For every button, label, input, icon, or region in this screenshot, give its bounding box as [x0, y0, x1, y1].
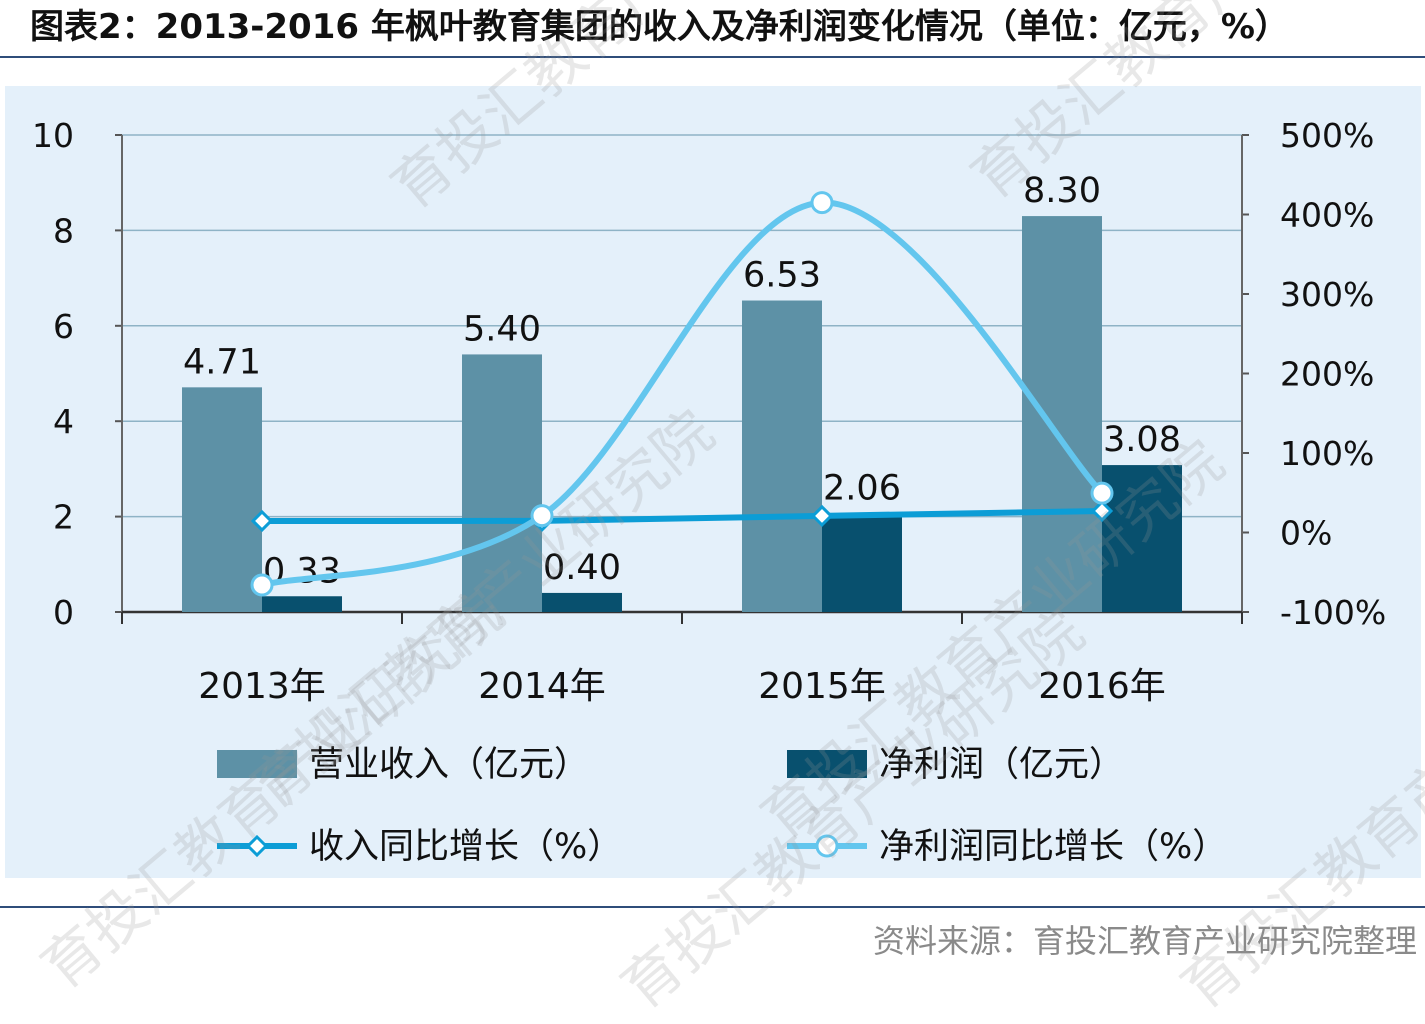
data-label: 2.06: [823, 469, 901, 509]
bar: [822, 513, 902, 612]
y2-tick-label: -100%: [1280, 593, 1386, 632]
y-tick-label: 10: [32, 116, 74, 155]
y2-tick-label: 500%: [1280, 116, 1374, 155]
x-tick-label: 2013年: [198, 666, 326, 707]
line-point: [1090, 499, 1114, 523]
y2-tick-label: 300%: [1280, 275, 1374, 314]
bar: [1022, 216, 1102, 612]
y-tick-label: 4: [53, 402, 74, 441]
legend-marker: [815, 834, 839, 858]
chart-panel: 0 2 4 6 8 10 -100% 0% 100% 200% 300% 400% 500% 2013年 2…: [5, 86, 1421, 878]
data-label: 5.40: [463, 309, 541, 349]
y-tick-label: 0: [53, 593, 74, 632]
bar: [742, 300, 822, 612]
data-label: 6.53: [743, 256, 821, 296]
line-point: [250, 573, 274, 597]
series-line: [259, 507, 1105, 524]
y2-tick-label: 200%: [1280, 355, 1374, 394]
legend-swatch: [217, 750, 297, 778]
y-tick-label: 8: [53, 211, 74, 250]
y-tick-label: 6: [53, 307, 74, 346]
bar: [462, 354, 542, 612]
bar: [542, 592, 622, 612]
x-tick-label: 2016年: [1038, 666, 1166, 707]
line-point: [810, 504, 834, 528]
chart-title: 图表2：2013-2016 年枫叶教育集团的收入及净利润变化情况（单位：亿元，%…: [30, 7, 1289, 47]
data-label: 4.71: [183, 342, 261, 382]
y-tick-label: 2: [53, 498, 74, 537]
legend-label: 营业收入（亿元）: [309, 745, 589, 785]
legend-marker: [245, 834, 269, 858]
bar: [1102, 465, 1182, 612]
legend-label: 净利润（亿元）: [879, 745, 1124, 785]
source-divider: [0, 906, 1425, 908]
legend-label: 净利润同比增长（%）: [879, 827, 1227, 867]
line-point: [530, 504, 554, 528]
line-point: [1090, 481, 1114, 505]
legend-label: 收入同比增长（%）: [309, 827, 622, 867]
line-point: [250, 509, 274, 533]
data-label: 8.30: [1023, 171, 1101, 211]
title-divider: [0, 56, 1425, 58]
bar: [182, 387, 262, 612]
y2-tick-label: 400%: [1280, 196, 1374, 235]
y2-tick-label: 100%: [1280, 434, 1374, 473]
source-note: 资料来源：育投汇教育产业研究院整理: [872, 922, 1417, 960]
combo-chart: 0 2 4 6 8 10 -100% 0% 100% 200% 300% 400% 500% 2013年 2…: [32, 116, 1386, 867]
x-tick-label: 2014年: [478, 666, 606, 707]
series-line: [259, 199, 1105, 588]
data-label: 0.40: [543, 548, 621, 588]
x-tick-label: 2015年: [758, 666, 886, 707]
data-label: 3.08: [1103, 420, 1181, 460]
line-point: [810, 191, 834, 215]
y2-tick-label: 0%: [1280, 514, 1332, 553]
legend-swatch: [787, 750, 867, 778]
bar: [262, 596, 342, 612]
